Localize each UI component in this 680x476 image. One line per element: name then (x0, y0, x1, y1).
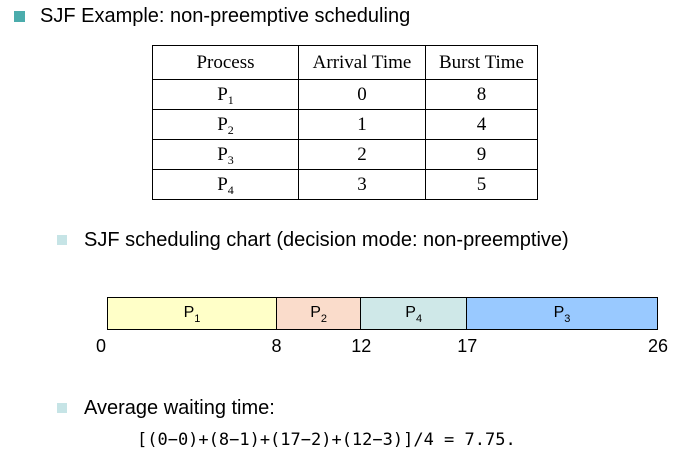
arrival-cell: 2 (298, 139, 426, 170)
table-header-row: Process Arrival Time Burst Time (152, 45, 538, 80)
column-header-process: Process (152, 45, 299, 80)
table-row: P3 2 9 (152, 139, 538, 170)
table-row: P4 3 5 (152, 169, 538, 200)
slide-heading: SJF Example: non-preemptive scheduling (40, 5, 411, 27)
chart-heading: SJF scheduling chart (decision mode: non… (84, 229, 569, 251)
time-tick: 8 (271, 336, 282, 356)
burst-cell: 9 (425, 139, 538, 170)
column-header-arrival: Arrival Time (298, 45, 426, 80)
bullet-square-icon (57, 403, 67, 413)
process-cell: P1 (152, 79, 299, 110)
gantt-segment-p4: P4 (361, 298, 467, 329)
burst-cell: 5 (425, 169, 538, 200)
table-row: P2 1 4 (152, 109, 538, 140)
process-cell: P2 (152, 109, 299, 140)
waiting-time-formula: [(0−0)+(8−1)+(17−2)+(12−3)]/4 = 7.75. (137, 430, 516, 450)
table-row: P1 0 8 (152, 79, 538, 110)
time-tick: 12 (351, 336, 372, 356)
time-tick: 17 (457, 336, 478, 356)
bullet-square-icon (14, 11, 25, 22)
burst-cell: 8 (425, 79, 538, 110)
bullet-square-icon (57, 235, 67, 245)
arrival-cell: 0 (298, 79, 426, 110)
process-cell: P4 (152, 169, 299, 200)
average-waiting-heading: Average waiting time: (84, 397, 275, 419)
arrival-cell: 3 (298, 169, 426, 200)
process-cell: P3 (152, 139, 299, 170)
gantt-segment-p1: P1 (108, 298, 277, 329)
time-tick: 26 (647, 336, 669, 356)
burst-cell: 4 (425, 109, 538, 140)
gantt-chart: P1 P2 P4 P3 (107, 297, 658, 330)
arrival-cell: 1 (298, 109, 426, 140)
process-table: Process Arrival Time Burst Time P1 0 8 P… (152, 45, 538, 200)
gantt-segment-p3: P3 (466, 298, 657, 329)
time-tick: 0 (95, 336, 107, 356)
gantt-segment-p2: P2 (276, 298, 362, 329)
column-header-burst: Burst Time (425, 45, 538, 80)
